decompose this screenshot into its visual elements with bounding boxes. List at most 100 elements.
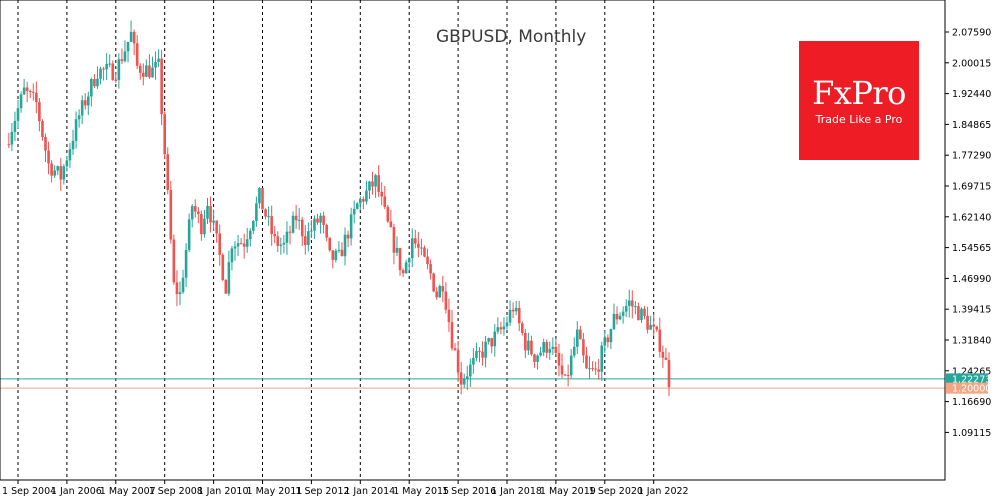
candle-body [264,209,267,217]
candle-body [539,352,542,356]
logo-slogan: Trade Like a Pro [815,113,903,126]
y-tick-label: 1.39415 [952,305,991,316]
candle-body [417,243,420,248]
candle-body [554,346,558,353]
x-tick-label: 1 Sep 2008 [149,486,203,497]
candle-body [533,354,536,362]
candle-body [197,211,200,215]
candle-body [377,175,380,192]
x-tick-label: 1 Sep 2012 [295,486,349,497]
candle-body [252,220,255,231]
candle-body [313,218,316,231]
candle-body [227,262,231,294]
candle-body [331,250,335,260]
candle-body [502,326,506,330]
candle-body [634,306,637,308]
candle-body [536,355,539,362]
candle-body [591,368,594,370]
candle-body [456,350,460,373]
candle-body [218,233,222,255]
price-label-box [946,373,988,385]
candle-body [270,216,273,234]
candle-body [190,206,194,220]
candle-body [343,234,347,257]
candle-body [200,214,203,235]
candle-body [178,292,182,295]
y-tick-label: 1.92440 [952,89,991,100]
candle-body [181,277,185,293]
candle-body [450,322,454,349]
candle-body [407,258,411,263]
candle-body [337,249,341,251]
y-tick-label: 1.31840 [952,336,991,347]
candle-body [242,243,246,247]
candle-body [16,108,20,121]
candle-body [557,352,561,366]
candle-body [514,307,518,312]
chart-title: GBPUSD, Monthly [436,27,586,47]
candle-body [527,340,530,351]
candle-body [148,65,151,78]
price-label-box [946,382,988,394]
candle-body [624,305,628,312]
candle-body [99,68,102,79]
candle-body [187,219,191,250]
x-tick-label: 1 Jan 2010 [198,486,249,497]
candle-body [627,300,631,306]
candle-body [117,59,121,81]
x-tick-label: 1 Jan 2014 [344,486,395,497]
candle-body [282,242,286,245]
candle-body [520,323,524,333]
candle-body [542,342,545,353]
candle-body [258,188,261,204]
x-tick-label: 1 Jan 2018 [491,486,542,497]
candle-body [163,114,166,155]
candle-body [145,65,148,77]
y-tick-label: 1.24265 [952,366,991,377]
candle-body [111,63,115,80]
candle-body [490,338,494,347]
candle-body [245,239,249,247]
candle-body [307,231,310,245]
candle-body [487,338,490,342]
candle-body [469,364,472,377]
candle-body [129,31,133,42]
candle-body [59,166,63,180]
candle-body [505,322,509,327]
candle-body [10,131,14,145]
candle-body [566,375,570,377]
candle-body [291,215,295,233]
candle-body [123,51,127,62]
candle-body [478,351,481,353]
candle-body [652,324,655,327]
candle-body [142,72,145,77]
candle-body [328,237,332,251]
candle-body [255,203,258,221]
candle-body [530,340,533,355]
candle-body [401,270,405,274]
candle-body [175,282,179,295]
candle-body [35,92,38,103]
candle-body [340,249,344,257]
candle-body [108,63,111,65]
candle-body [297,219,301,221]
x-tick-label: 1 May 2019 [540,486,596,497]
candle-body [206,205,209,219]
candle-body [661,351,665,358]
candle-body [102,68,105,70]
candle-body [96,78,99,87]
fxpro-logo: FxPro Trade Like a Pro [799,41,919,160]
candle-body [334,250,338,260]
candle-body [524,332,527,351]
candle-body [151,67,154,78]
candle-body [392,227,396,253]
candle-body [248,230,252,240]
candle-body [157,58,160,62]
candle-body [279,244,283,246]
candle-body [481,351,484,358]
candle-body [22,87,26,95]
candle-body [572,346,576,356]
x-tick-label: 1 May 2015 [393,486,449,497]
candle-body [28,91,32,93]
